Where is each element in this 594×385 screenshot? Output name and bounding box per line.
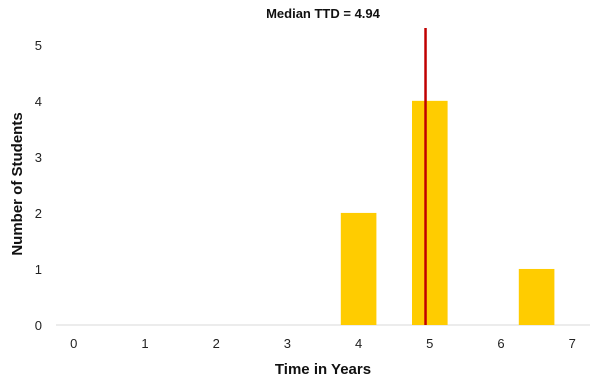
- y-axis-title: Number of Students: [9, 112, 26, 255]
- x-axis-ticks: 0 1 2 3 4 5 6 7: [70, 336, 576, 351]
- x-axis-title: Time in Years: [275, 361, 371, 378]
- x-tick-label: 7: [569, 336, 576, 351]
- y-tick-label: 3: [35, 150, 42, 165]
- y-axis-ticks: 0 1 2 3 4 5: [35, 38, 42, 333]
- y-tick-label: 2: [35, 206, 42, 221]
- bar: [412, 100, 448, 325]
- bar: [340, 212, 377, 325]
- x-tick-label: 1: [141, 336, 148, 351]
- x-tick-label: 2: [213, 336, 220, 351]
- x-tick-label: 4: [355, 336, 362, 351]
- y-tick-label: 0: [35, 318, 42, 333]
- bar: [518, 268, 555, 325]
- x-tick-label: 5: [426, 336, 433, 351]
- y-tick-label: 5: [35, 38, 42, 53]
- bars: [340, 100, 555, 325]
- chart-title: Median TTD = 4.94: [266, 6, 381, 21]
- y-tick-label: 1: [35, 262, 42, 277]
- x-tick-label: 0: [70, 336, 77, 351]
- x-tick-label: 6: [497, 336, 504, 351]
- x-tick-label: 3: [284, 336, 291, 351]
- y-tick-label: 4: [35, 94, 42, 109]
